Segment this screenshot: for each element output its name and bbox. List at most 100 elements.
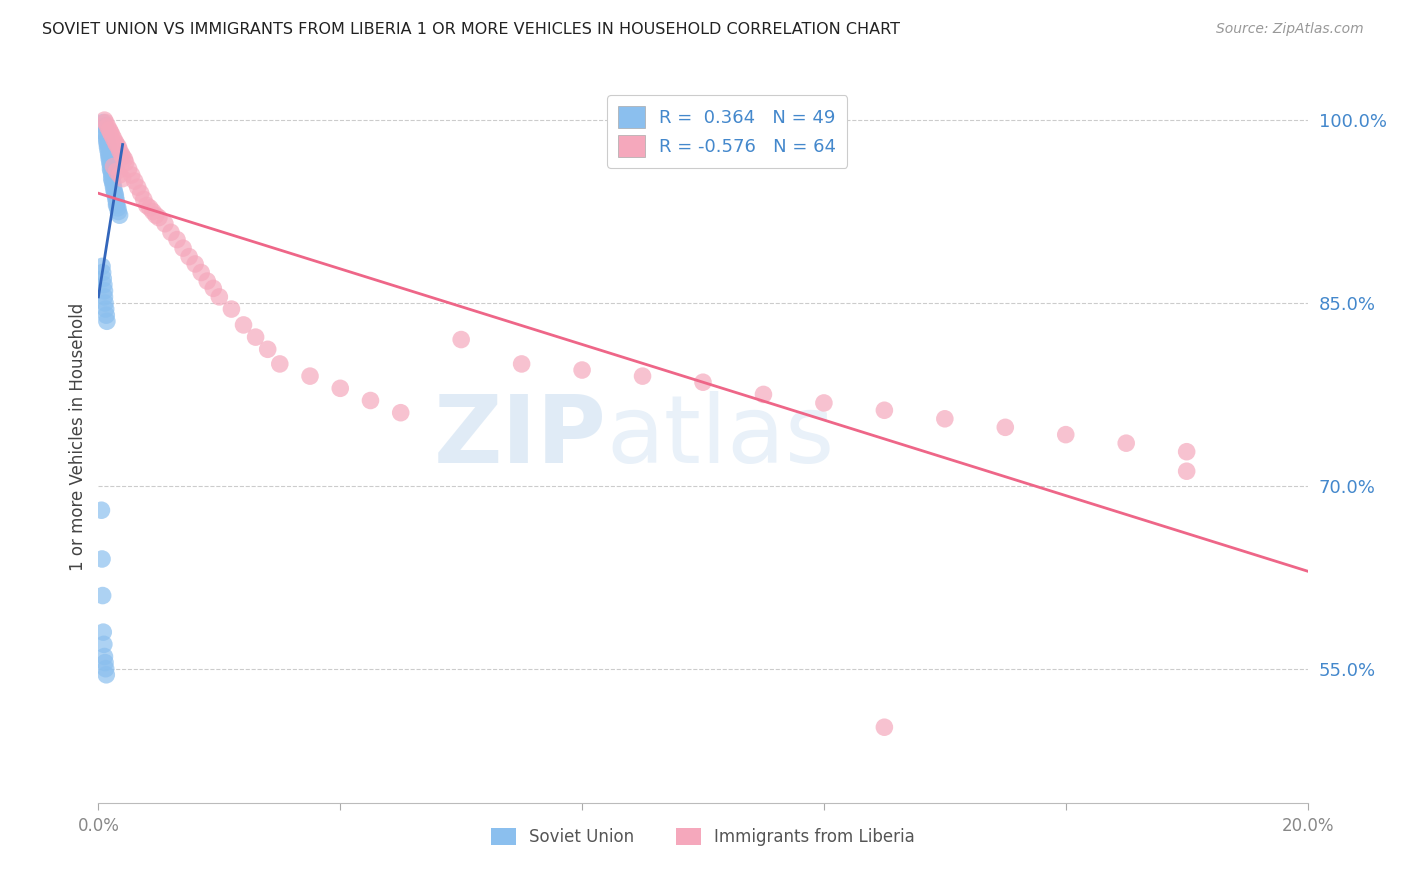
Point [110, 147, 132, 161]
Point [100, 128, 122, 142]
Point [329, 381, 352, 395]
Point [98, 150, 121, 164]
Point [129, 186, 152, 201]
Point [1175, 444, 1198, 458]
Point [91, 265, 114, 279]
Point [93, 284, 115, 298]
Point [269, 357, 291, 371]
Text: ZIP: ZIP [433, 391, 606, 483]
Point [90, 503, 112, 517]
Point [108, 168, 131, 182]
Point [103, 180, 125, 194]
Point [97, 144, 120, 158]
Point [132, 192, 155, 206]
Point [108, 208, 131, 222]
Point [571, 363, 593, 377]
Point [111, 171, 134, 186]
Point [127, 180, 149, 194]
Point [299, 369, 322, 384]
Text: Source: ZipAtlas.com: Source: ZipAtlas.com [1216, 22, 1364, 37]
Point [93, 277, 115, 292]
Point [93, 113, 115, 128]
Point [1175, 464, 1198, 478]
Point [111, 150, 134, 164]
Point [94, 128, 117, 142]
Point [98, 123, 121, 137]
Point [107, 201, 129, 215]
Point [105, 198, 128, 212]
Point [510, 357, 533, 371]
Point [105, 164, 128, 178]
Point [179, 250, 201, 264]
Point [94, 662, 117, 676]
Point [160, 225, 183, 239]
Point [107, 204, 129, 219]
Point [94, 301, 117, 317]
Point [91, 115, 114, 129]
Point [172, 241, 194, 255]
Y-axis label: 1 or more Vehicles in Household: 1 or more Vehicles in Household [69, 303, 87, 571]
Point [118, 161, 141, 176]
Point [103, 184, 125, 198]
Point [232, 318, 254, 332]
Point [104, 135, 127, 149]
Point [97, 147, 120, 161]
Point [91, 271, 114, 285]
Point [752, 387, 775, 401]
Point [101, 174, 124, 188]
Point [121, 168, 143, 182]
Point [94, 115, 117, 129]
Point [103, 131, 125, 145]
Point [208, 290, 231, 304]
Point [100, 171, 122, 186]
Legend: Soviet Union, Immigrants from Liberia: Soviet Union, Immigrants from Liberia [484, 822, 922, 853]
Point [96, 667, 118, 681]
Point [256, 343, 278, 357]
Point [145, 208, 167, 222]
Point [93, 637, 115, 651]
Point [93, 649, 115, 664]
Point [148, 211, 170, 225]
Point [100, 164, 122, 178]
Point [631, 369, 654, 384]
Point [202, 281, 225, 295]
Point [93, 125, 115, 139]
Point [873, 403, 896, 417]
Point [124, 174, 146, 188]
Point [91, 589, 114, 603]
Point [184, 257, 207, 271]
Point [692, 376, 714, 390]
Point [96, 131, 118, 145]
Point [934, 412, 956, 426]
Point [91, 552, 114, 566]
Point [153, 217, 176, 231]
Point [96, 120, 118, 134]
Point [190, 265, 212, 279]
Point [221, 301, 243, 317]
Point [813, 396, 835, 410]
Point [98, 152, 121, 166]
Point [114, 155, 136, 169]
Point [195, 274, 218, 288]
Point [166, 233, 188, 247]
Point [93, 290, 115, 304]
Point [103, 160, 125, 174]
Point [104, 186, 127, 201]
Point [100, 161, 122, 176]
Point [105, 137, 128, 152]
Point [100, 158, 122, 172]
Text: SOVIET UNION VS IMMIGRANTS FROM LIBERIA 1 OR MORE VEHICLES IN HOUSEHOLD CORRELAT: SOVIET UNION VS IMMIGRANTS FROM LIBERIA … [42, 22, 900, 37]
Point [100, 168, 122, 182]
Point [96, 137, 118, 152]
Point [96, 314, 118, 328]
Point [91, 625, 114, 640]
Point [139, 201, 162, 215]
Point [98, 155, 121, 169]
Point [91, 260, 114, 274]
Point [96, 135, 118, 149]
Point [104, 188, 127, 202]
Point [96, 140, 118, 154]
Point [1115, 436, 1137, 450]
Point [873, 720, 896, 734]
Point [101, 177, 124, 191]
